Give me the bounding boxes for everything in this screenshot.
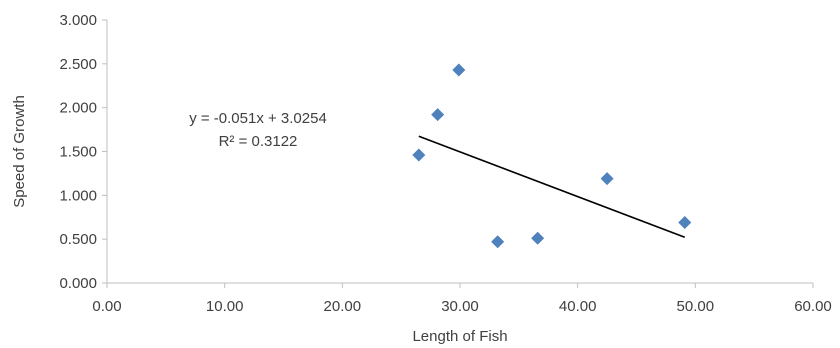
x-tick-label: 50.00 <box>677 298 715 315</box>
y-tick-label: 0.000 <box>59 275 97 292</box>
x-tick-label: 0.00 <box>92 298 121 315</box>
data-points <box>412 63 692 249</box>
y-tick-label: 1.000 <box>59 187 97 204</box>
data-point <box>452 63 466 77</box>
x-tick-label: 40.00 <box>559 298 597 315</box>
y-axis-title: Speed of Growth <box>11 95 28 208</box>
y-tick-label: 2.500 <box>59 56 97 73</box>
y-tick-label: 2.000 <box>59 100 97 117</box>
y-tick-label: 1.500 <box>59 144 97 161</box>
r-squared-label: R² = 0.3122 <box>219 133 298 150</box>
y-axis-ticks: 0.000 0.500 1.000 1.500 2.000 2.500 3.000 <box>59 12 107 292</box>
data-point <box>531 231 545 245</box>
x-tick-label: 20.00 <box>324 298 362 315</box>
x-tick-label: 10.00 <box>206 298 244 315</box>
data-point <box>491 235 505 249</box>
x-tick-label: 60.00 <box>794 298 832 315</box>
data-point <box>600 172 614 186</box>
data-point <box>412 148 426 162</box>
x-axis-ticks: 0.00 10.00 20.00 30.00 40.00 50.00 60.00 <box>92 283 832 315</box>
y-tick-label: 0.500 <box>59 231 97 248</box>
x-tick-label: 30.00 <box>441 298 479 315</box>
data-point <box>431 108 445 122</box>
y-tick-label: 3.000 <box>59 12 97 29</box>
trendline-equation: y = -0.051x + 3.0254 <box>189 110 327 127</box>
x-axis-title: Length of Fish <box>412 328 507 345</box>
data-point <box>678 216 692 230</box>
trendline <box>418 135 686 239</box>
